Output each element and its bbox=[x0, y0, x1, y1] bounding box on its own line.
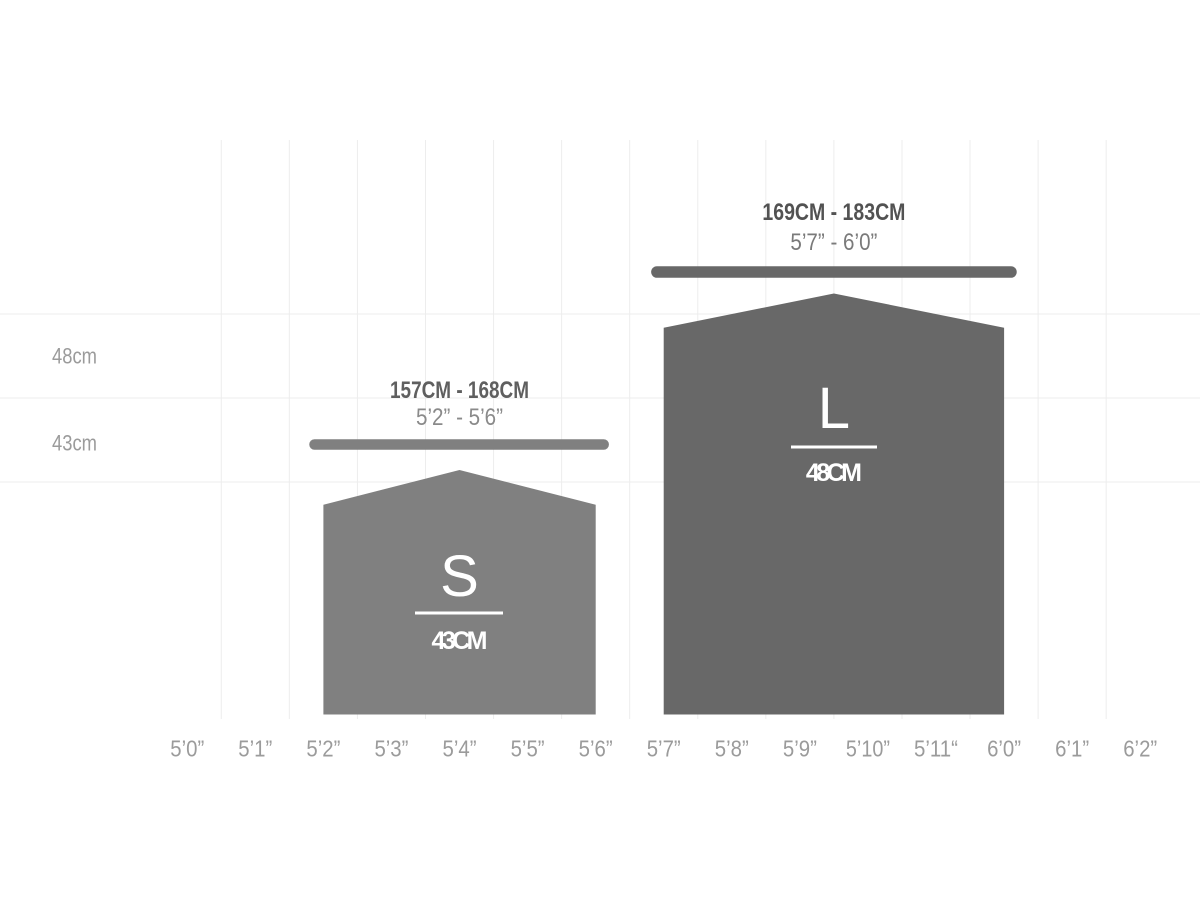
svg-text:43cm: 43cm bbox=[52, 431, 97, 456]
svg-text:43CM: 43CM bbox=[432, 627, 488, 655]
svg-text:5’7” - 6’0”: 5’7” - 6’0” bbox=[790, 229, 877, 256]
svg-text:48cm: 48cm bbox=[52, 344, 97, 369]
svg-text:S: S bbox=[440, 544, 479, 609]
svg-text:5’2” - 5’6”: 5’2” - 5’6” bbox=[416, 404, 503, 431]
svg-text:5’4”: 5’4” bbox=[443, 736, 477, 762]
svg-text:5’1”: 5’1” bbox=[238, 736, 272, 762]
svg-text:169CM - 183CM: 169CM - 183CM bbox=[762, 199, 905, 226]
svg-text:48CM: 48CM bbox=[806, 459, 862, 487]
svg-text:157CM - 168CM: 157CM - 168CM bbox=[390, 377, 529, 404]
svg-text:6’2”: 6’2” bbox=[1123, 736, 1157, 762]
svg-text:5’7”: 5’7” bbox=[647, 736, 681, 762]
svg-text:5’3”: 5’3” bbox=[374, 736, 408, 762]
svg-text:5’10”: 5’10” bbox=[846, 736, 890, 762]
svg-text:5’0”: 5’0” bbox=[170, 736, 204, 762]
svg-text:6’1”: 6’1” bbox=[1055, 736, 1089, 762]
svg-text:5’5”: 5’5” bbox=[511, 736, 545, 762]
svg-text:5’11“: 5’11“ bbox=[914, 736, 958, 762]
svg-text:L: L bbox=[818, 376, 850, 441]
svg-text:5’2”: 5’2” bbox=[306, 736, 340, 762]
svg-text:5’6”: 5’6” bbox=[579, 736, 613, 762]
svg-text:5’9”: 5’9” bbox=[783, 736, 817, 762]
svg-text:6’0”: 6’0” bbox=[987, 736, 1021, 762]
svg-text:5’8”: 5’8” bbox=[715, 736, 749, 762]
